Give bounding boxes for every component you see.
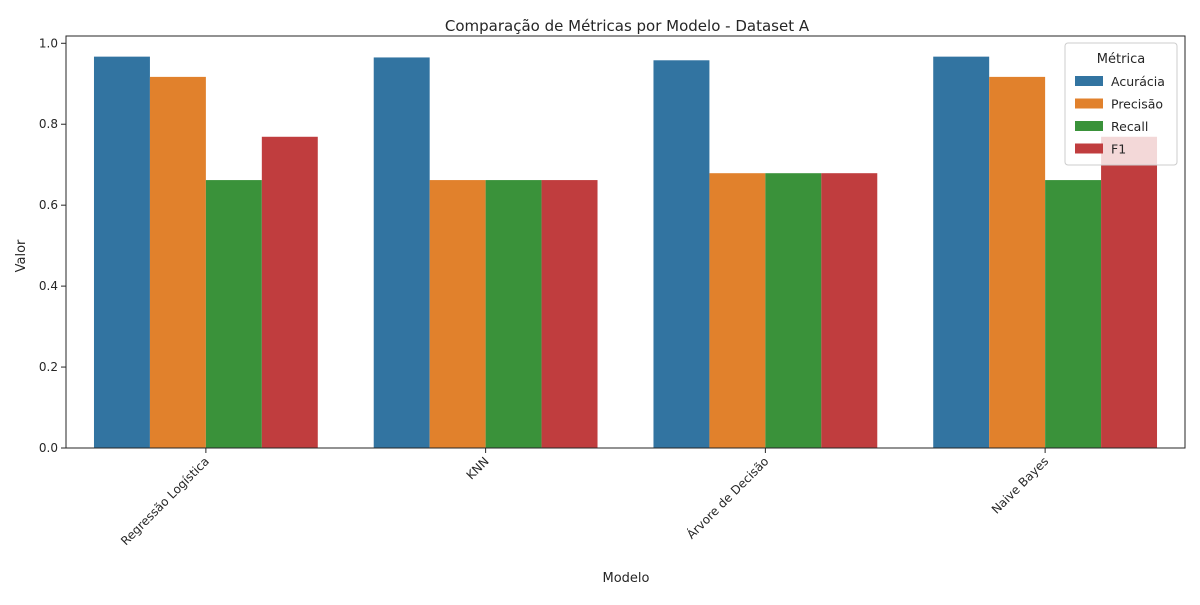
bar-1-4 [933, 56, 990, 448]
legend-label-4: F1 [1111, 142, 1126, 157]
x-tick-label: Árvore de Decisão [683, 454, 771, 542]
bars-group [93, 56, 1158, 449]
y-tick-label: 0.6 [39, 198, 58, 212]
bar-3-2 [485, 180, 542, 448]
legend: Métrica Acurácia Precisão Recall F1 [1064, 42, 1178, 166]
legend-swatch-4 [1075, 143, 1103, 154]
y-tick-label: 0.2 [39, 360, 58, 374]
bar-3-3 [765, 173, 822, 448]
chart-title: Comparação de Métricas por Modelo - Data… [445, 17, 810, 35]
bar-4-4 [1101, 136, 1158, 449]
plot-frame [65, 35, 1186, 449]
bar-3-4 [1045, 180, 1102, 448]
legend-swatch-2 [1075, 98, 1103, 109]
y-tick-label: 0.8 [39, 117, 58, 131]
legend-label-1: Acurácia [1111, 74, 1165, 89]
legend-label-3: Recall [1111, 119, 1148, 134]
legend-swatch-3 [1075, 121, 1103, 131]
y-tick-label: 0.0 [39, 441, 58, 455]
legend-swatch-1 [1075, 76, 1103, 86]
x-tick-label: Naive Bayes [989, 454, 1051, 516]
y-tick-label: 1.0 [39, 36, 58, 50]
x-tick-label: KNN [464, 454, 492, 482]
bar-4-2 [541, 180, 598, 448]
bar-1-2 [373, 57, 430, 449]
bar-2-3 [709, 173, 766, 448]
bar-1-1 [93, 56, 150, 448]
y-tick-label: 0.4 [39, 279, 58, 293]
bar-4-3 [821, 173, 878, 448]
bar-2-2 [429, 180, 486, 448]
x-axis-label: Modelo [603, 571, 650, 586]
legend-label-2: Precisão [1111, 97, 1163, 112]
y-axis-label: Valor [14, 239, 29, 272]
bar-2-1 [149, 76, 206, 449]
x-tick-label: Regressão Logística [118, 454, 212, 548]
bar-1-3 [653, 60, 710, 449]
legend-title: Métrica [1097, 52, 1145, 67]
bar-3-1 [205, 180, 262, 448]
bar-4-1 [261, 136, 318, 449]
bar-2-4 [989, 76, 1046, 449]
legend-box [1064, 42, 1178, 166]
